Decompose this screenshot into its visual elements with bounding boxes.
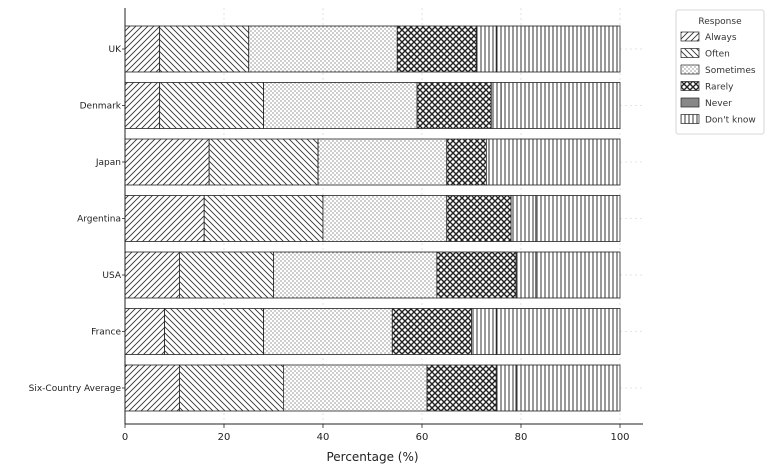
bar-segment — [282, 364, 428, 412]
x-tick-label: 100 — [610, 432, 629, 443]
bar-segment — [515, 251, 537, 299]
bar-segment — [179, 364, 284, 412]
legend-swatch — [680, 81, 700, 91]
bars — [124, 25, 621, 412]
bar-segment — [476, 25, 497, 73]
bar-segment — [436, 251, 517, 299]
x-tick-label: 20 — [218, 432, 231, 443]
category-label: Argentina — [77, 215, 121, 225]
legend-title: Response — [698, 17, 742, 27]
x-tick-label: 0 — [122, 432, 128, 443]
x-axis-title: Percentage (%) — [326, 450, 418, 464]
bar-segment — [263, 308, 393, 355]
x-tick-label: 80 — [515, 432, 528, 443]
bar-segment — [124, 195, 205, 242]
category-label: Japan — [95, 158, 121, 168]
x-tick-label: 40 — [317, 432, 330, 443]
category-label: UK — [109, 45, 123, 55]
bar-segment — [124, 25, 161, 73]
bar-segment — [203, 195, 324, 242]
legend-swatch — [680, 64, 700, 75]
bar-segment-remainder — [535, 251, 621, 299]
legend-label: Don't know — [705, 116, 756, 126]
bar-segment — [396, 25, 477, 73]
bar-segment — [391, 308, 472, 355]
bar-segment — [471, 308, 497, 355]
bar-segment — [510, 195, 537, 242]
bar-segment-remainder — [535, 195, 621, 242]
legend-label: Rarely — [705, 83, 734, 93]
bar-segment — [159, 25, 250, 73]
legend-swatch — [680, 48, 700, 58]
bar-segment — [248, 25, 398, 73]
category-label: France — [91, 328, 121, 338]
legend-label: Never — [705, 99, 732, 109]
bar-segment — [208, 138, 319, 186]
category-label: Six-Country Average — [29, 384, 122, 394]
bar-segment — [322, 195, 448, 242]
bar-segment — [124, 251, 180, 299]
bar-segment-remainder — [500, 82, 621, 129]
bar-segment-remainder — [495, 308, 621, 355]
bar-segment — [179, 251, 274, 299]
legend-swatch — [680, 97, 700, 108]
legend-swatch — [680, 31, 700, 42]
bar-segment — [124, 138, 210, 186]
bar-segment — [446, 138, 487, 186]
legend: Response Always Often Sometimes Rarely Never D… — [675, 9, 765, 135]
bar-segment — [124, 364, 180, 412]
legend-swatch — [680, 114, 700, 124]
category-label: Denmark — [80, 102, 122, 112]
bar-segment — [159, 82, 264, 129]
bar-segment — [164, 308, 265, 355]
bar-segment — [485, 138, 522, 186]
bar-segment — [273, 251, 438, 299]
legend-label: Often — [705, 50, 730, 60]
bar-segment — [124, 82, 161, 129]
bar-segment — [263, 82, 418, 129]
legend-label: Sometimes — [705, 66, 756, 76]
legend-label: Always — [705, 33, 737, 43]
bar-segment-remainder — [520, 138, 621, 186]
x-tick-label: 60 — [416, 432, 429, 443]
bar-segment — [416, 82, 492, 129]
category-label: USA — [102, 271, 121, 281]
bar-segment-remainder — [515, 364, 621, 412]
bar-segment — [426, 364, 497, 412]
bar-segment — [495, 364, 517, 412]
bar-segment — [317, 138, 448, 186]
axes: UK Denmark Japan Argentina USA France Six-Coun… — [29, 8, 643, 443]
bar-segment — [490, 82, 502, 129]
bar-segment — [446, 195, 512, 242]
bar-segment-remainder — [495, 25, 621, 73]
bar-segment — [124, 308, 165, 355]
